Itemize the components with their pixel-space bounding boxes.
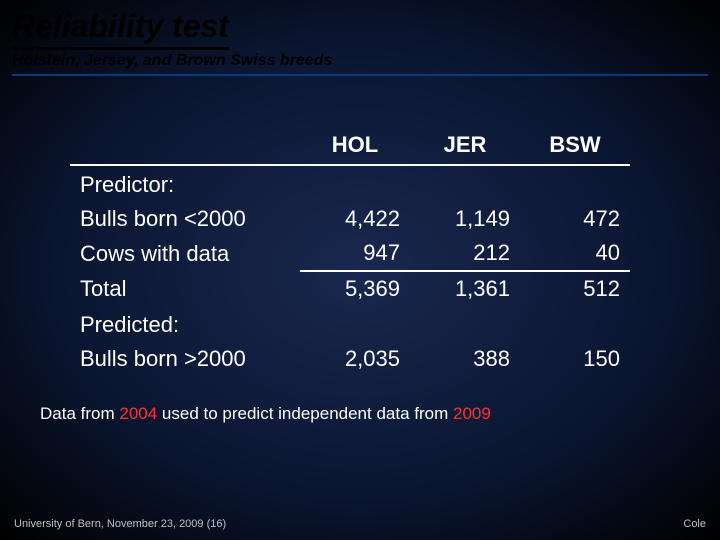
cell: 150 [520, 342, 630, 376]
footnote-prefix: Data from [40, 404, 119, 423]
row-label: Total [70, 271, 300, 306]
content-area: HOL JER BSW Predictor: Bulls born <2000 … [0, 76, 720, 424]
table-row: Bulls born >2000 2,035 388 150 [70, 342, 630, 376]
data-table: HOL JER BSW Predictor: Bulls born <2000 … [70, 126, 630, 376]
col-header-jer: JER [410, 126, 520, 165]
cell: 212 [410, 236, 520, 271]
title-block: Reliability test Holstein, Jersey, and B… [0, 0, 720, 76]
footer-right: Cole [683, 518, 706, 530]
row-label: Bulls born >2000 [70, 342, 300, 376]
footnote-year2: 2009 [453, 404, 491, 423]
footnote-year1: 2004 [119, 404, 157, 423]
footnote: Data from 2004 used to predict independe… [40, 404, 670, 424]
cell: 5,369 [300, 271, 410, 306]
section-predictor: Predictor: [70, 165, 630, 202]
cell: 1,149 [410, 202, 520, 236]
col-header-hol: HOL [300, 126, 410, 165]
cell: 1,361 [410, 271, 520, 306]
table-row: Bulls born <2000 4,422 1,149 472 [70, 202, 630, 236]
col-header-bsw: BSW [520, 126, 630, 165]
footer: University of Bern, November 23, 2009 (1… [0, 518, 720, 530]
table-row: Cows with data 947 212 40 [70, 236, 630, 271]
cell: 512 [520, 271, 630, 306]
section-label: Predicted: [70, 306, 300, 342]
slide-subtitle: Holstein, Jersey, and Brown Swiss breeds [12, 52, 708, 76]
footer-left: University of Bern, November 23, 2009 (1… [14, 518, 226, 530]
cell: 388 [410, 342, 520, 376]
row-label: Bulls born <2000 [70, 202, 300, 236]
table-total-row: Total 5,369 1,361 512 [70, 271, 630, 306]
cell: 2,035 [300, 342, 410, 376]
row-header-blank [70, 126, 300, 165]
slide-title: Reliability test [12, 8, 229, 50]
row-label: Cows with data [70, 236, 300, 271]
section-label: Predictor: [70, 165, 300, 202]
cell: 4,422 [300, 202, 410, 236]
section-predicted: Predicted: [70, 306, 630, 342]
cell: 947 [300, 236, 410, 271]
footnote-mid: used to predict independent data from [157, 404, 453, 423]
cell: 40 [520, 236, 630, 271]
table-header-row: HOL JER BSW [70, 126, 630, 165]
cell: 472 [520, 202, 630, 236]
